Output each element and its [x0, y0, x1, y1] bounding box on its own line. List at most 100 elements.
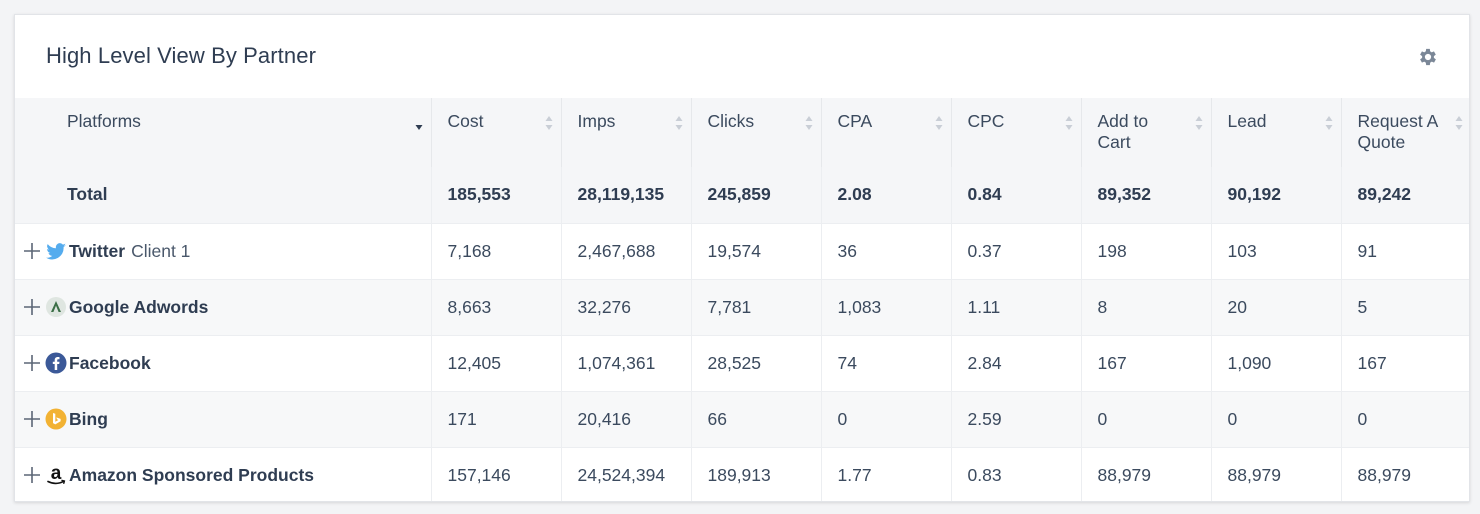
table-cell: 2,467,688	[560, 223, 691, 279]
table-cell: 0	[820, 391, 951, 447]
platform-name: Facebook	[69, 352, 151, 373]
table-cell: 103	[1210, 223, 1341, 279]
total-cell: 89,352	[1080, 167, 1211, 223]
table-cell: 0.37	[950, 223, 1081, 279]
table-cell: 7,781	[690, 279, 821, 335]
table-cell: 5	[1340, 279, 1469, 335]
table-cell: 24,524,394	[560, 447, 691, 501]
sort-icon[interactable]	[935, 115, 943, 131]
table-cell: 1,074,361	[560, 335, 691, 391]
table-cell: 1.77	[820, 447, 951, 501]
table-cell: 19,574	[690, 223, 821, 279]
expand-plus-icon[interactable]	[21, 352, 43, 374]
table-row: Google Adwords 8,663 32,276 7,781 1,083 1.11 8…	[15, 279, 1469, 335]
table-cell: 171	[430, 391, 561, 447]
column-header-label: Clicks	[707, 111, 755, 131]
platform-cell: Twitter Client 1	[15, 223, 431, 279]
expand-plus-icon[interactable]	[21, 464, 43, 486]
sort-desc-icon[interactable]	[415, 115, 423, 131]
expand-plus-icon[interactable]	[21, 408, 43, 430]
column-header-label: Imps	[577, 111, 616, 131]
amazon-icon: a	[45, 464, 67, 486]
column-header-clicks[interactable]: Clicks	[690, 98, 821, 167]
gear-icon[interactable]	[1417, 46, 1439, 68]
column-header-request-a-quote[interactable]: Request A Quote	[1340, 98, 1469, 167]
table-cell: 167	[1080, 335, 1211, 391]
table-cell: 0	[1210, 391, 1341, 447]
facebook-icon	[45, 352, 67, 374]
total-cell: 90,192	[1210, 167, 1341, 223]
expand-plus-icon[interactable]	[21, 240, 43, 262]
sort-icon[interactable]	[805, 115, 813, 131]
table-cell: 1.11	[950, 279, 1081, 335]
table-row: Twitter Client 1 7,168 2,467,688 19,574 36 0.3…	[15, 223, 1469, 279]
panel-title: High Level View By Partner	[46, 43, 316, 68]
platform-cell: a Amazon Sponsored Products	[15, 447, 431, 501]
column-header-label: Cost	[447, 111, 484, 131]
total-cell: 185,553	[430, 167, 561, 223]
svg-text:a: a	[51, 464, 62, 484]
table-cell: 167	[1340, 335, 1469, 391]
platform-name: Amazon Sponsored Products	[69, 464, 315, 485]
total-cell: 0.84	[950, 167, 1081, 223]
bing-icon	[45, 408, 67, 430]
platform-name: Bing	[69, 408, 108, 429]
sort-icon[interactable]	[675, 115, 683, 131]
table-row: a Amazon Sponsored Products 157,146 24,524,…	[15, 447, 1469, 501]
table-cell: 12,405	[430, 335, 561, 391]
platform-account: Client 1	[131, 240, 191, 261]
platform-cell: Facebook	[15, 335, 431, 391]
sort-icon[interactable]	[1325, 115, 1333, 131]
column-header-lead[interactable]: Lead	[1210, 98, 1341, 167]
panel-header: High Level View By Partner	[15, 15, 1469, 98]
table-cell: 8,663	[430, 279, 561, 335]
column-header-label: Cart	[1097, 132, 1131, 152]
total-cell: 89,242	[1340, 167, 1469, 223]
table-cell: 88,979	[1210, 447, 1341, 501]
table-cell: 198	[1080, 223, 1211, 279]
twitter-icon	[45, 240, 67, 262]
table-cell: 1,083	[820, 279, 951, 335]
expand-plus-icon[interactable]	[21, 296, 43, 318]
platform-cell: Google Adwords	[15, 279, 431, 335]
table-cell: 88,979	[1340, 447, 1469, 501]
sort-icon[interactable]	[545, 115, 553, 131]
column-header-cpa[interactable]: CPA	[820, 98, 951, 167]
column-header-add-to-cart[interactable]: Add to Cart	[1080, 98, 1211, 167]
sort-icon[interactable]	[1065, 115, 1073, 131]
high-level-view-panel: High Level View By Partner Platforms Cost…	[14, 14, 1470, 502]
table-cell: 7,168	[430, 223, 561, 279]
table-row: Facebook 12,405 1,074,361 28,525 74 2.84 167 1,…	[15, 335, 1469, 391]
column-header-imps[interactable]: Imps	[560, 98, 691, 167]
column-header-cost[interactable]: Cost	[430, 98, 561, 167]
table-cell: 66	[690, 391, 821, 447]
table-cell: 88,979	[1080, 447, 1211, 501]
table-cell: 2.84	[950, 335, 1081, 391]
table-body: Total 185,553 28,119,135 245,859 2.08 0.84 89,…	[15, 167, 1469, 501]
table-cell: 20	[1210, 279, 1341, 335]
sort-icon[interactable]	[1455, 115, 1463, 131]
column-header-label: Request A	[1357, 111, 1439, 131]
total-label: Total	[67, 184, 108, 205]
total-cell: 2.08	[820, 167, 951, 223]
platform-cell: Bing	[15, 391, 431, 447]
table-cell: 0	[1080, 391, 1211, 447]
table-cell: 91	[1340, 223, 1469, 279]
table-cell: 157,146	[430, 447, 561, 501]
column-header-label: Platforms	[67, 111, 141, 131]
table-cell: 74	[820, 335, 951, 391]
platform-name: Twitter	[69, 240, 126, 261]
total-cell: 28,119,135	[560, 167, 691, 223]
table-cell: 1,090	[1210, 335, 1341, 391]
partner-table: Platforms Cost Imps Clicks CPA CPC Add to Cart L…	[15, 98, 1469, 501]
column-header-label: Add to	[1097, 111, 1149, 131]
sort-icon[interactable]	[1195, 115, 1203, 131]
column-header-cpc[interactable]: CPC	[950, 98, 1081, 167]
column-header-label: CPC	[967, 111, 1005, 131]
column-header-platforms[interactable]: Platforms	[15, 98, 431, 167]
total-row: Total 185,553 28,119,135 245,859 2.08 0.84 89,…	[15, 167, 1469, 223]
column-header-label: Quote	[1357, 132, 1406, 152]
table-cell: 2.59	[950, 391, 1081, 447]
table-row: Bing 171 20,416 66 0 2.59 0 0 0	[15, 391, 1469, 447]
table-cell: 28,525	[690, 335, 821, 391]
